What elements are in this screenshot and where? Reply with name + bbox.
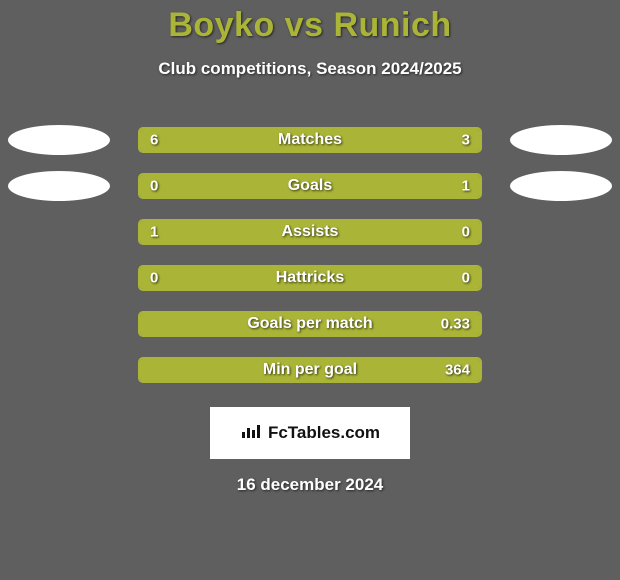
player-marker-right xyxy=(510,125,612,155)
bar-fill-right xyxy=(310,267,480,289)
stat-row: 6 Matches 3 xyxy=(0,117,620,163)
stat-row: 0 Goals 1 xyxy=(0,163,620,209)
stat-bar: Min per goal 364 xyxy=(138,357,482,383)
bar-fill-right xyxy=(205,175,480,197)
stat-bar: Goals per match 0.33 xyxy=(138,311,482,337)
comparison-infographic: Boyko vs Runich Club competitions, Seaso… xyxy=(0,0,620,580)
subtitle: Club competitions, Season 2024/2025 xyxy=(0,59,620,79)
date-text: 16 december 2024 xyxy=(0,475,620,495)
bar-fill-right xyxy=(405,221,480,243)
stat-row: Min per goal 364 xyxy=(0,347,620,393)
player-marker-right xyxy=(510,171,612,201)
bar-fill-left xyxy=(140,129,367,151)
chart-icon xyxy=(240,422,262,445)
source-logo-text: FcTables.com xyxy=(268,423,380,443)
stat-rows: 6 Matches 3 0 Goals 1 1 Assist xyxy=(0,117,620,393)
bar-fill-left xyxy=(140,221,405,243)
stat-row: 0 Hattricks 0 xyxy=(0,255,620,301)
stat-bar: 1 Assists 0 xyxy=(138,219,482,245)
stat-bar: 0 Hattricks 0 xyxy=(138,265,482,291)
bar-fill-left xyxy=(140,267,310,289)
source-logo: FcTables.com xyxy=(210,407,410,459)
player-marker-left xyxy=(8,125,110,155)
stat-bar: 6 Matches 3 xyxy=(138,127,482,153)
bar-fill-left xyxy=(140,313,480,335)
player-marker-left xyxy=(8,171,110,201)
stat-row: 1 Assists 0 xyxy=(0,209,620,255)
bar-fill-left xyxy=(140,359,480,381)
title: Boyko vs Runich xyxy=(0,6,620,45)
bar-fill-right xyxy=(367,129,480,151)
bar-fill-left xyxy=(140,175,205,197)
stat-row: Goals per match 0.33 xyxy=(0,301,620,347)
stat-bar: 0 Goals 1 xyxy=(138,173,482,199)
